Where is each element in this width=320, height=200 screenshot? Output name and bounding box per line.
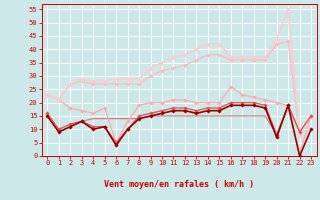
X-axis label: Vent moyen/en rafales ( km/h ): Vent moyen/en rafales ( km/h ) — [104, 180, 254, 189]
